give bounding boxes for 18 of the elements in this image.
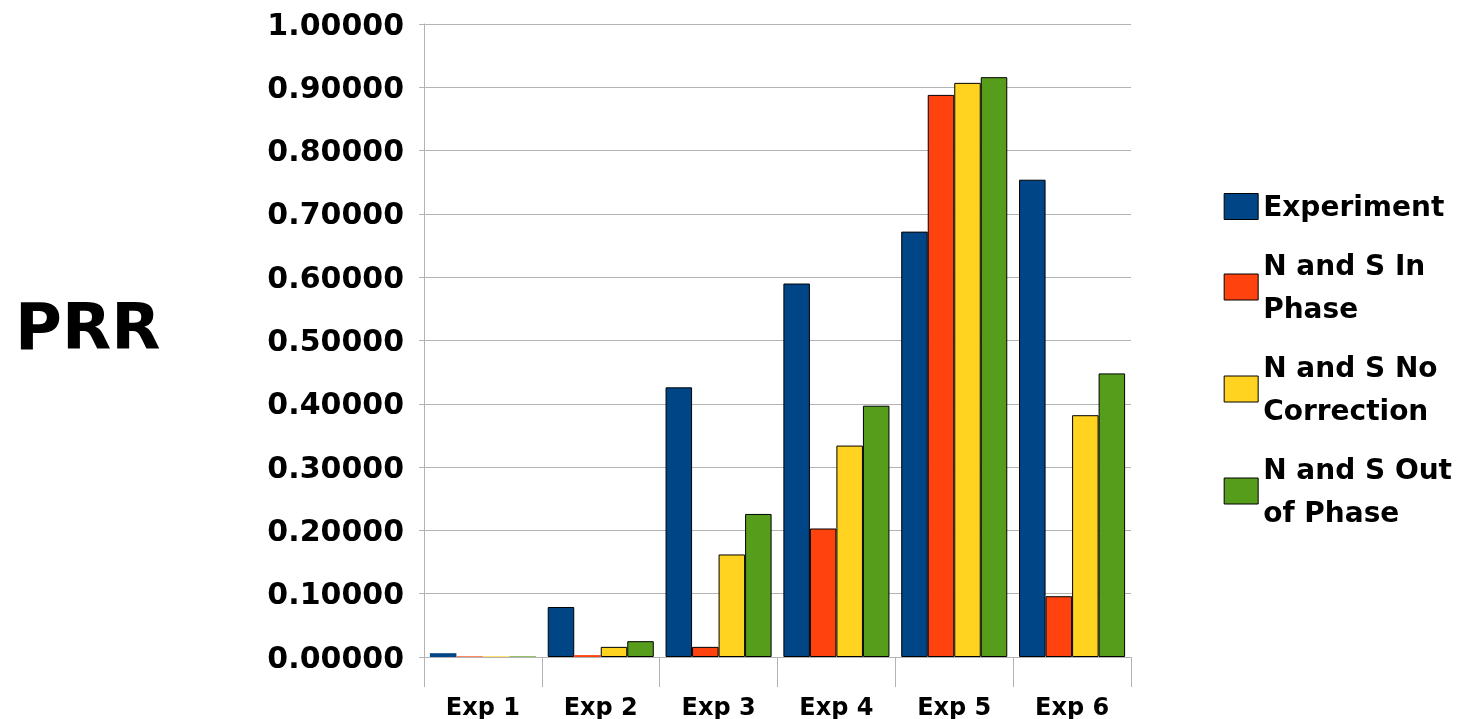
y-tick-label: 0.90000	[267, 69, 404, 105]
y-tick-label: 0.30000	[267, 449, 404, 485]
y-tick-label: 0.40000	[267, 386, 404, 422]
legend-label: N and S In Phase	[1263, 249, 1426, 325]
y-tick-label: 0.20000	[267, 512, 404, 548]
y-tick-label: 0.80000	[267, 133, 404, 169]
y-tick-label: 0.50000	[267, 323, 404, 358]
legend-label: N and S No Correction	[1263, 351, 1438, 427]
y-tick-label: 0.10000	[267, 576, 404, 612]
legend-label: Experiment	[1263, 190, 1445, 223]
legend-label: N and S Out of Phase	[1263, 453, 1453, 529]
y-tick-label: 0.60000	[267, 259, 404, 295]
y-axis-title: PRR	[15, 290, 161, 364]
y-tick-label: 0.00000	[267, 639, 404, 675]
y-tick-label: 1.00000	[267, 6, 404, 42]
bar	[547, 606, 575, 657]
bar	[429, 653, 457, 657]
y-tick-label: 0.70000	[267, 196, 404, 232]
